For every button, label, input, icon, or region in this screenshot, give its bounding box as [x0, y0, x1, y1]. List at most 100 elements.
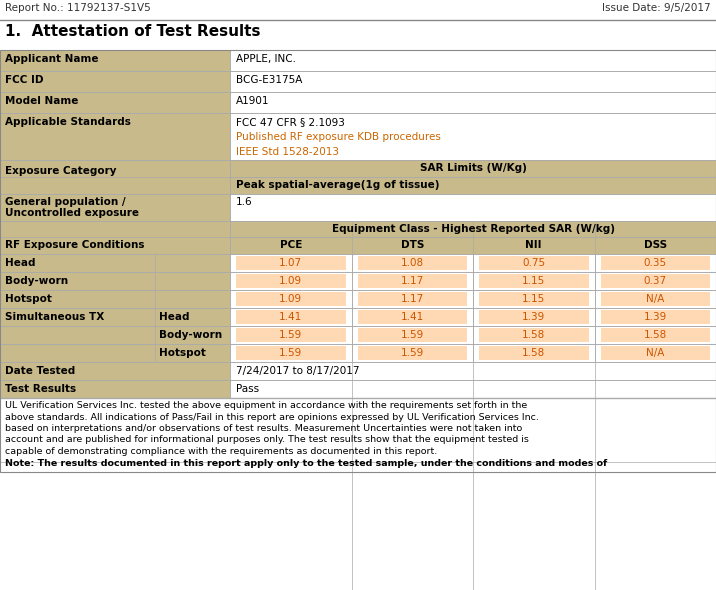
Bar	[230, 177, 716, 194]
Bar	[236, 292, 346, 306]
Bar	[230, 113, 716, 160]
Bar	[357, 292, 467, 306]
Text: 1.39: 1.39	[644, 312, 667, 322]
Text: Hotspot: Hotspot	[159, 348, 206, 358]
Bar	[0, 272, 155, 290]
Text: 1.58: 1.58	[522, 348, 546, 358]
Text: above standards. All indications of Pass/Fail in this report are opinions expres: above standards. All indications of Pass…	[5, 412, 539, 421]
Bar	[230, 160, 716, 177]
Bar	[0, 362, 230, 380]
Text: 1.08: 1.08	[401, 258, 424, 268]
Bar	[230, 50, 716, 71]
Text: Equipment Class - Highest Reported SAR (W/kg): Equipment Class - Highest Reported SAR (…	[332, 224, 614, 234]
Bar	[230, 380, 716, 398]
Text: A1901: A1901	[236, 96, 269, 106]
Bar	[230, 272, 352, 290]
Bar	[352, 308, 473, 326]
Bar	[0, 71, 230, 92]
Text: Test Results: Test Results	[5, 384, 76, 394]
Bar	[155, 272, 230, 290]
Text: Report No.: 11792137-S1V5: Report No.: 11792137-S1V5	[5, 3, 151, 13]
Bar	[479, 292, 589, 306]
Text: NII: NII	[526, 240, 542, 250]
Bar	[0, 326, 155, 344]
Bar	[357, 328, 467, 342]
Bar	[352, 254, 473, 272]
Bar	[236, 346, 346, 360]
Text: Pass: Pass	[236, 384, 259, 394]
Text: 1.41: 1.41	[401, 312, 424, 322]
Text: Hotspot: Hotspot	[5, 294, 52, 304]
Text: 1.17: 1.17	[401, 294, 424, 304]
Text: Uncontrolled exposure: Uncontrolled exposure	[5, 208, 139, 218]
Text: IEEE Std 1528-2013: IEEE Std 1528-2013	[236, 147, 339, 157]
Bar	[352, 272, 473, 290]
Bar	[594, 326, 716, 344]
Text: Note: The results documented in this report apply only to the tested sample, und: Note: The results documented in this rep…	[5, 460, 607, 468]
Bar	[352, 290, 473, 308]
Bar	[0, 254, 155, 272]
Text: Model Name: Model Name	[5, 96, 78, 106]
Bar	[0, 160, 230, 194]
Bar	[479, 328, 589, 342]
Bar	[0, 113, 230, 160]
Text: 1.07: 1.07	[279, 258, 302, 268]
Text: N/A: N/A	[646, 348, 664, 358]
Bar	[357, 346, 467, 360]
Bar	[0, 308, 155, 326]
Bar	[0, 0, 716, 20]
Bar	[352, 344, 473, 362]
Text: 0.35: 0.35	[644, 258, 667, 268]
Bar	[473, 326, 594, 344]
Bar	[357, 274, 467, 288]
Bar	[230, 194, 716, 221]
Text: capable of demonstrating compliance with the requirements as documented in this : capable of demonstrating compliance with…	[5, 447, 437, 456]
Text: based on interpretations and/or observations of test results. Measurement Uncert: based on interpretations and/or observat…	[5, 424, 522, 433]
Bar	[0, 50, 716, 471]
Bar	[594, 308, 716, 326]
Text: 1.6: 1.6	[236, 197, 253, 207]
Text: Head: Head	[5, 258, 36, 268]
Text: 1.09: 1.09	[279, 276, 302, 286]
Bar	[594, 290, 716, 308]
Text: FCC ID: FCC ID	[5, 75, 44, 85]
Bar	[479, 310, 589, 324]
Bar	[0, 221, 230, 254]
Text: 1.59: 1.59	[279, 348, 302, 358]
Bar	[601, 274, 710, 288]
Bar	[479, 256, 589, 270]
Bar	[473, 344, 594, 362]
Text: Applicant Name: Applicant Name	[5, 54, 99, 64]
Bar	[473, 308, 594, 326]
Text: Exposure Category: Exposure Category	[5, 166, 117, 176]
Bar	[155, 308, 230, 326]
Text: BCG-E3175A: BCG-E3175A	[236, 75, 302, 85]
Text: Head: Head	[159, 312, 190, 322]
Bar	[601, 256, 710, 270]
Bar	[357, 256, 467, 270]
Text: 1.59: 1.59	[401, 330, 424, 340]
Text: PCE: PCE	[279, 240, 302, 250]
Text: 0.37: 0.37	[644, 276, 667, 286]
Bar	[594, 344, 716, 362]
Bar	[230, 362, 716, 380]
Text: 1.15: 1.15	[522, 276, 546, 286]
Bar	[601, 310, 710, 324]
Bar	[230, 344, 352, 362]
Text: N/A: N/A	[646, 294, 664, 304]
Bar	[230, 308, 352, 326]
Bar	[479, 274, 589, 288]
Text: DSS: DSS	[644, 240, 667, 250]
Text: 1.  Attestation of Test Results: 1. Attestation of Test Results	[5, 24, 261, 39]
Text: DTS: DTS	[400, 240, 424, 250]
Bar	[230, 237, 716, 254]
Bar	[479, 346, 589, 360]
Text: 0.75: 0.75	[522, 258, 546, 268]
Bar	[594, 254, 716, 272]
Bar	[0, 290, 155, 308]
Bar	[155, 326, 230, 344]
Bar	[473, 254, 594, 272]
Bar	[601, 346, 710, 360]
Bar	[601, 328, 710, 342]
Bar	[236, 328, 346, 342]
